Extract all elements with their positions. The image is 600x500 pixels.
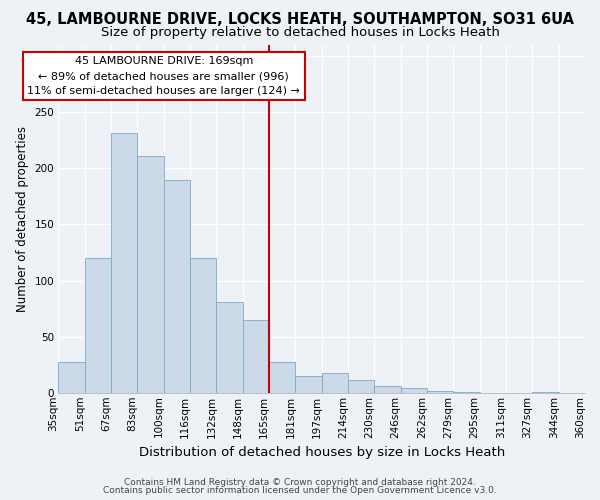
Bar (532, 392, 559, 393)
Bar (374, 386, 401, 393)
Bar (454, 392, 479, 393)
Bar (85, 258, 111, 393)
Bar (401, 388, 427, 393)
Bar (348, 380, 374, 393)
Bar (58, 362, 85, 393)
Y-axis label: Number of detached properties: Number of detached properties (16, 126, 29, 312)
Text: 45, LAMBOURNE DRIVE, LOCKS HEATH, SOUTHAMPTON, SO31 6UA: 45, LAMBOURNE DRIVE, LOCKS HEATH, SOUTHA… (26, 12, 574, 28)
Bar (322, 372, 348, 393)
X-axis label: Distribution of detached houses by size in Locks Heath: Distribution of detached houses by size … (139, 446, 505, 459)
Bar (217, 302, 243, 393)
Bar (427, 390, 454, 393)
Bar (190, 258, 217, 393)
Bar (164, 180, 190, 393)
Bar (111, 132, 137, 393)
Bar (243, 320, 269, 393)
Bar (295, 376, 322, 393)
Text: Contains public sector information licensed under the Open Government Licence v3: Contains public sector information licen… (103, 486, 497, 495)
Text: 45 LAMBOURNE DRIVE: 169sqm
← 89% of detached houses are smaller (996)
11% of sem: 45 LAMBOURNE DRIVE: 169sqm ← 89% of deta… (28, 56, 300, 96)
Text: Contains HM Land Registry data © Crown copyright and database right 2024.: Contains HM Land Registry data © Crown c… (124, 478, 476, 487)
Bar (269, 362, 295, 393)
Bar (137, 156, 164, 393)
Text: Size of property relative to detached houses in Locks Heath: Size of property relative to detached ho… (101, 26, 499, 39)
